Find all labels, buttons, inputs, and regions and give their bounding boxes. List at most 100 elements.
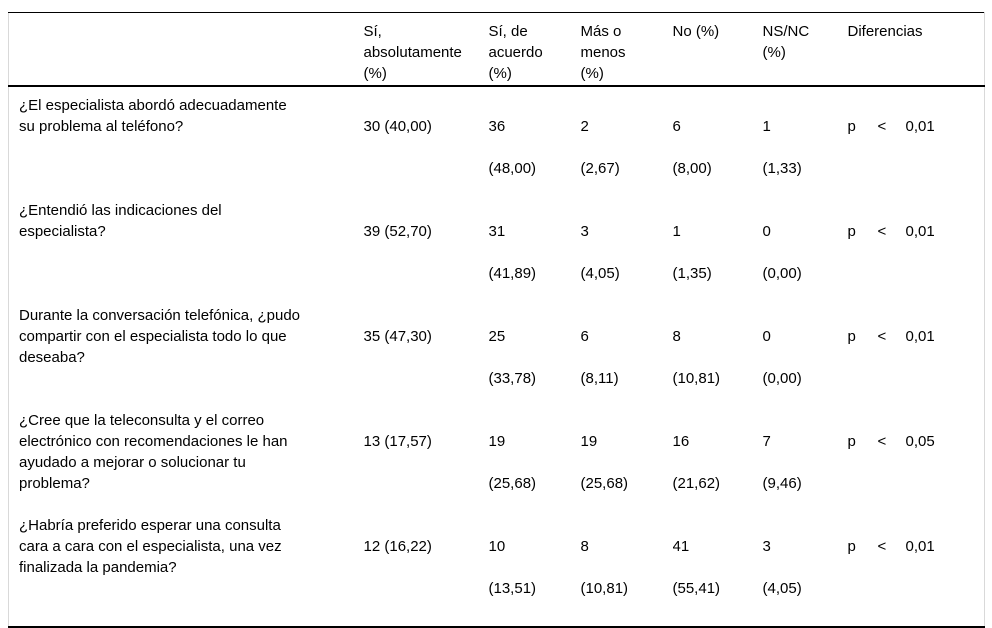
value-count: 0 <box>762 328 771 345</box>
value-percent: (48,00) <box>488 160 537 177</box>
header-mas-o-menos: Más o menos (%) <box>580 12 673 87</box>
table-row: ¿Cree que la teleconsulta y el correo el… <box>9 410 985 515</box>
value-count: 3 <box>762 538 771 555</box>
value-percent: (1,35) <box>672 265 712 282</box>
results-table: Sí, absolutamente (%) Sí, de acuerdo (%)… <box>8 12 985 628</box>
value-count: 19 <box>580 433 598 450</box>
value-percent: (13,51) <box>488 580 537 597</box>
value-count: 2 <box>580 118 589 135</box>
table-row: Durante la conversación telefónica, ¿pud… <box>9 305 985 410</box>
table-row: ¿Habría preferido esperar una consulta c… <box>9 515 985 627</box>
header-question <box>8 12 364 87</box>
value-cell: 1 (1,33) <box>763 86 844 200</box>
header-no: No (%) <box>672 12 763 87</box>
value-cell: 19 (25,68) <box>489 410 581 515</box>
value-cell: 8 (10,81) <box>581 515 673 627</box>
differences-cell: p <0,01 <box>844 515 985 627</box>
value-cell: 13 (17,57) <box>364 410 489 515</box>
value-cell: 2 (2,67) <box>581 86 673 200</box>
p-stat: p <box>847 433 856 450</box>
differences-cell: p <0,01 <box>844 200 985 305</box>
value-percent: (8,00) <box>672 160 712 177</box>
header-ns-nc: NS/NC (%) <box>762 12 844 87</box>
table-row: ¿El especialista abordó adecuadamente su… <box>9 86 985 200</box>
value-count: 6 <box>672 118 681 135</box>
value-count: 39 (52,70) <box>363 223 432 240</box>
comparison-operator: < <box>877 433 887 450</box>
p-stat: p <box>847 538 856 555</box>
table-row: ¿Entendió las indicaciones del especiali… <box>9 200 985 305</box>
value-cell: 12 (16,22) <box>364 515 489 627</box>
value-cell: 36 (48,00) <box>489 86 581 200</box>
value-cell: 35 (47,30) <box>364 305 489 410</box>
value-percent: (41,89) <box>488 265 537 282</box>
value-count: 31 <box>488 223 506 240</box>
value-cell: 31 (41,89) <box>489 200 581 305</box>
p-stat: p <box>847 328 856 345</box>
value-percent: (25,68) <box>488 475 537 492</box>
value-percent: (4,05) <box>762 580 802 597</box>
p-value: 0,01 <box>905 118 935 135</box>
value-cell: 10 (13,51) <box>489 515 581 627</box>
differences-cell: p <0,01 <box>844 86 985 200</box>
value-count: 36 <box>488 118 506 135</box>
value-count: 35 (47,30) <box>363 328 432 345</box>
value-percent: (2,67) <box>580 160 620 177</box>
value-count: 7 <box>762 433 771 450</box>
value-percent: (1,33) <box>762 160 802 177</box>
value-percent: (4,05) <box>580 265 620 282</box>
value-percent: (8,11) <box>580 370 619 387</box>
header-diferencias: Diferencias <box>843 12 985 87</box>
value-count: 3 <box>580 223 589 240</box>
comparison-operator: < <box>877 223 887 240</box>
value-count: 30 (40,00) <box>363 118 432 135</box>
comparison-operator: < <box>877 328 887 345</box>
value-cell: 39 (52,70) <box>364 200 489 305</box>
value-count: 0 <box>762 223 771 240</box>
value-percent: (9,46) <box>762 475 802 492</box>
value-percent: (10,81) <box>580 580 629 597</box>
comparison-operator: < <box>877 118 887 135</box>
value-count: 8 <box>580 538 589 555</box>
header-si-de-acuerdo: Sí, de acuerdo (%) <box>488 12 581 87</box>
value-cell: 0 (0,00) <box>763 305 844 410</box>
value-cell: 30 (40,00) <box>364 86 489 200</box>
p-stat: p <box>847 118 856 135</box>
value-count: 25 <box>488 328 506 345</box>
value-cell: 6 (8,00) <box>673 86 763 200</box>
value-cell: 0 (0,00) <box>763 200 844 305</box>
value-percent: (25,68) <box>580 475 629 492</box>
comparison-operator: < <box>877 538 887 555</box>
p-value: 0,01 <box>905 538 935 555</box>
value-count: 19 <box>488 433 506 450</box>
question-cell: ¿Habría preferido esperar una consulta c… <box>19 517 282 576</box>
header-si-absolutamente: Sí, absolutamente (%) <box>363 12 489 87</box>
value-count: 10 <box>488 538 506 555</box>
value-cell: 1 (1,35) <box>673 200 763 305</box>
question-cell: Durante la conversación telefónica, ¿pud… <box>19 307 301 366</box>
value-percent: (55,41) <box>672 580 721 597</box>
question-cell: ¿El especialista abordó adecuadamente su… <box>19 97 287 135</box>
value-cell: 8 (10,81) <box>673 305 763 410</box>
value-percent: (0,00) <box>762 370 802 387</box>
p-stat: p <box>847 223 856 240</box>
value-percent: (33,78) <box>488 370 537 387</box>
value-count: 12 (16,22) <box>363 538 432 555</box>
value-percent: (21,62) <box>672 475 721 492</box>
value-cell: 25 (33,78) <box>489 305 581 410</box>
value-count: 16 <box>672 433 690 450</box>
value-cell: 7 (9,46) <box>763 410 844 515</box>
value-cell: 3 (4,05) <box>581 200 673 305</box>
value-count: 1 <box>672 223 681 240</box>
value-count: 1 <box>762 118 771 135</box>
header-row: Sí, absolutamente (%) Sí, de acuerdo (%)… <box>8 12 985 87</box>
value-cell: 19 (25,68) <box>581 410 673 515</box>
value-count: 8 <box>672 328 681 345</box>
value-cell: 16 (21,62) <box>673 410 763 515</box>
differences-cell: p <0,05 <box>844 410 985 515</box>
value-cell: 41 (55,41) <box>673 515 763 627</box>
question-cell: ¿Cree que la teleconsulta y el correo el… <box>19 412 288 492</box>
value-percent: (0,00) <box>762 265 802 282</box>
p-value: 0,01 <box>905 223 935 240</box>
